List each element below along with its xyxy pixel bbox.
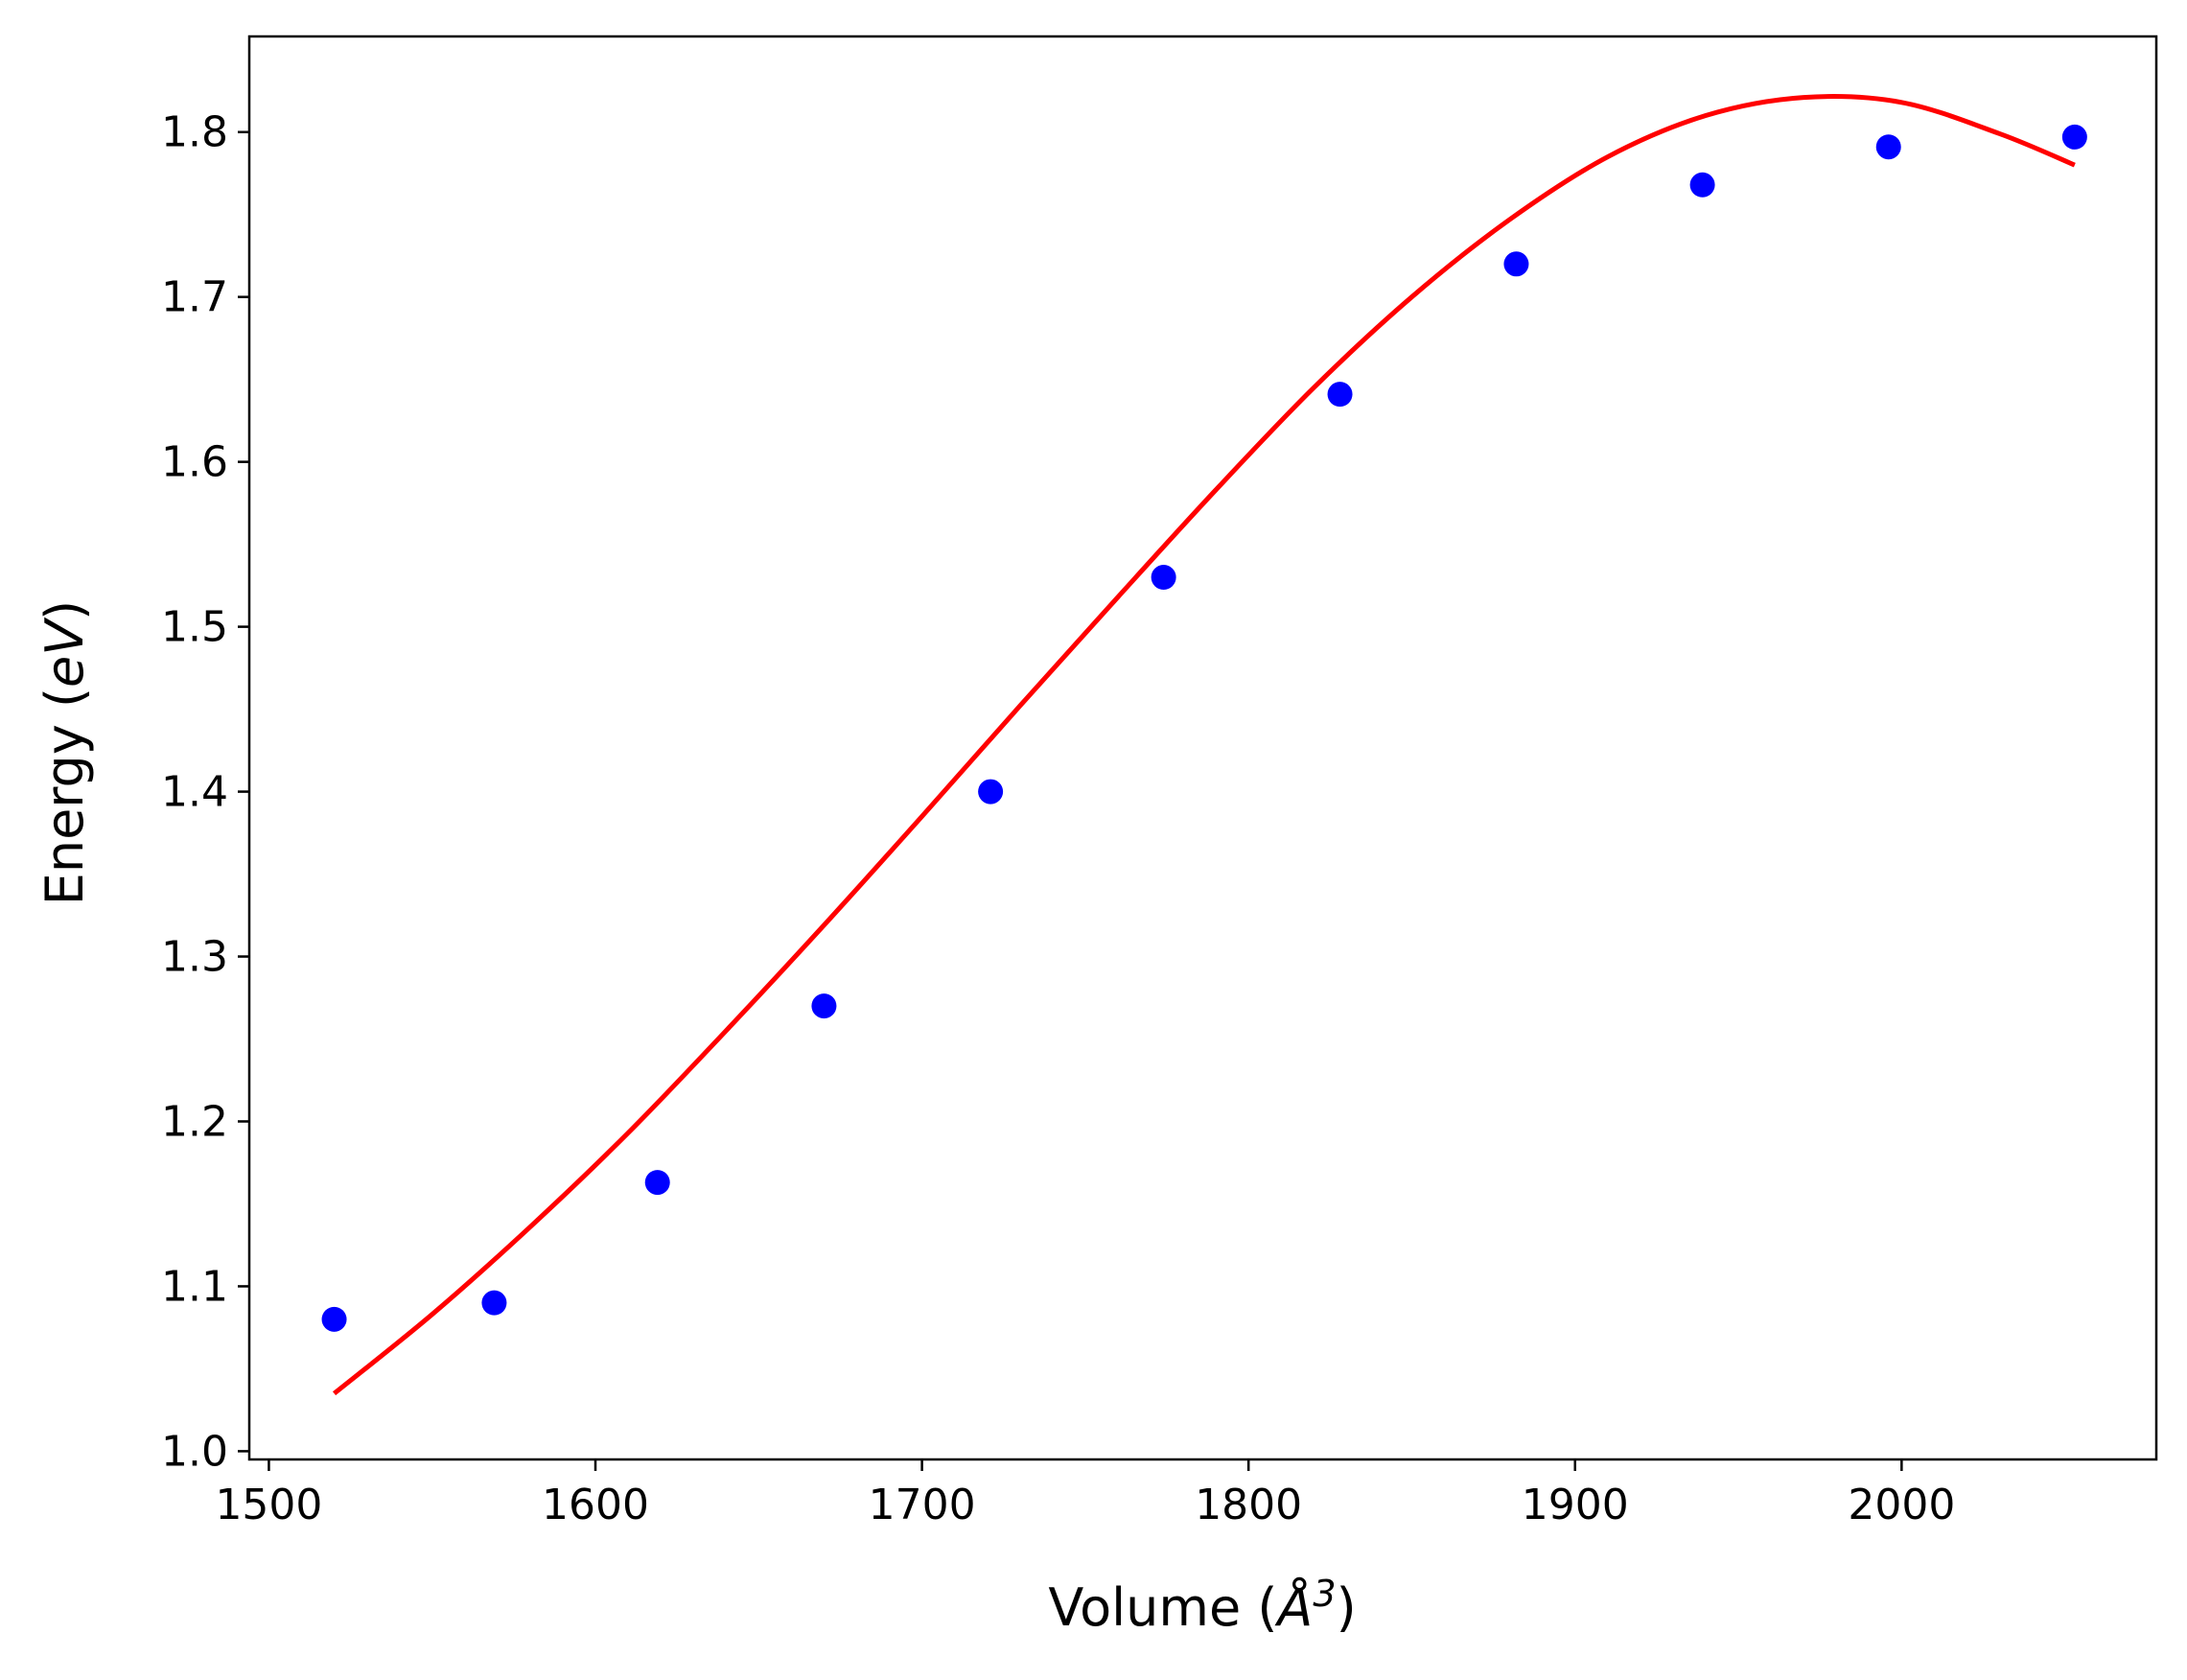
x-axis-label-text: Volume ( (1048, 1577, 1277, 1638)
fit-line (332, 94, 2076, 1396)
data-point (644, 1170, 670, 1196)
data-points-layer (321, 124, 2087, 1332)
y-tick-label: 1.1 (161, 1262, 228, 1311)
x-tick-label: 1600 (542, 1481, 649, 1529)
x-axis-label-exponent: 3 (1313, 1573, 1336, 1615)
x-tick-label: 1900 (1522, 1481, 1629, 1529)
data-point (481, 1290, 507, 1316)
x-axis-label-unit: Å (1274, 1576, 1313, 1638)
x-tick-label: 1500 (215, 1481, 322, 1529)
data-point (811, 993, 837, 1019)
y-axis-label: Energy (eV) (35, 600, 95, 906)
data-point (978, 779, 1004, 805)
y-tick-label: 1.8 (161, 108, 228, 157)
y-tick-label: 1.3 (161, 933, 228, 982)
data-point (1327, 382, 1353, 408)
data-point (1875, 134, 1901, 160)
y-tick-label: 1.5 (161, 603, 228, 652)
data-point (321, 1306, 347, 1332)
y-tick-label: 1.0 (161, 1427, 228, 1476)
x-tick-label: 1800 (1195, 1481, 1302, 1529)
data-point (2061, 124, 2087, 150)
x-axis-label: Volume (Å3) (1048, 1573, 1356, 1638)
y-tick-label: 1.4 (161, 768, 228, 817)
fit-line-layer (332, 94, 2076, 1396)
x-tick-label: 1700 (869, 1481, 976, 1529)
x-axis-label-close: ) (1337, 1577, 1357, 1638)
data-point (1689, 172, 1715, 198)
y-tick-label: 1.2 (161, 1097, 228, 1146)
y-axis-ticks: 1.0 1.1 1.2 1.3 1.4 1.5 1.6 1.7 1.8 (161, 108, 249, 1476)
y-axis-label-unit: eV (35, 617, 95, 688)
x-axis-ticks: 1500 1600 1700 1800 1900 2000 (215, 1459, 1955, 1529)
y-axis-label-close: ) (35, 600, 95, 620)
y-axis-label-text: Energy ( (35, 688, 95, 905)
plot-frame (247, 35, 2158, 1461)
data-point (1503, 251, 1529, 277)
y-tick-label: 1.6 (161, 438, 228, 487)
data-point (1151, 565, 1176, 591)
y-tick-label: 1.7 (161, 273, 228, 322)
x-tick-label: 2000 (1848, 1481, 1955, 1529)
